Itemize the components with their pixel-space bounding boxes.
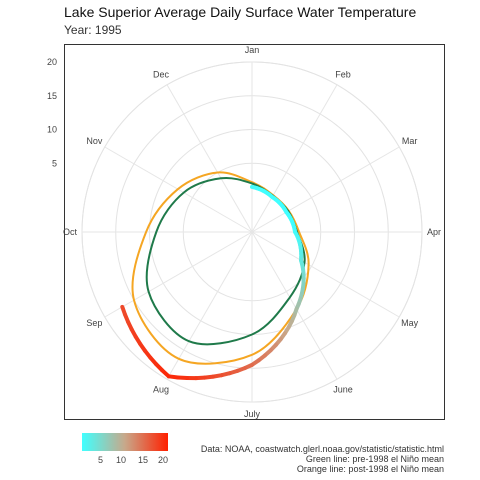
month-label-oct: Oct <box>63 227 78 237</box>
legend-tick-15: 15 <box>138 455 149 465</box>
month-label-july: July <box>244 409 261 419</box>
radial-tick-20: 20 <box>47 57 57 67</box>
month-label-sep: Sep <box>86 318 102 328</box>
temp-1995-segment <box>120 304 127 317</box>
month-label-jan: Jan <box>245 45 260 55</box>
chart-title: Lake Superior Average Daily Surface Wate… <box>64 4 417 20</box>
grid-spoke-mar <box>251 146 400 233</box>
legend-tick-5: 5 <box>98 455 104 465</box>
caption: Data: NOAA, coastwatch.glerl.noaa.gov/st… <box>201 444 444 474</box>
grid-spoke-june <box>251 231 338 380</box>
grid-spoke-feb <box>251 84 338 233</box>
legend-tick-10: 10 <box>116 455 127 465</box>
month-label-dec: Dec <box>153 69 170 79</box>
pre-1998-mean-line <box>145 176 306 346</box>
caption-orange: Orange line: post-1998 el Niño mean <box>296 464 444 474</box>
radial-tick-5: 5 <box>52 158 57 168</box>
legend-tick-20: 20 <box>158 455 169 465</box>
plot-panel <box>64 44 445 420</box>
grid-spoke-aug <box>166 231 253 380</box>
caption-source: Data: NOAA, coastwatch.glerl.noaa.gov/st… <box>200 444 444 454</box>
month-label-apr: Apr <box>427 227 441 237</box>
month-label-nov: Nov <box>86 136 103 146</box>
chart-subtitle: Year: 1995 <box>64 23 122 37</box>
month-label-may: May <box>401 318 419 328</box>
grid-spoke-dec <box>166 84 253 233</box>
color-legend-bar <box>82 433 168 451</box>
month-label-june: June <box>333 385 353 395</box>
grid-spoke-may <box>251 231 400 318</box>
color-legend-ticks: 5 10 15 20 <box>82 455 182 467</box>
month-label-mar: Mar <box>402 136 418 146</box>
radial-tick-15: 15 <box>47 91 57 101</box>
month-label-feb: Feb <box>335 69 351 79</box>
month-label-aug: Aug <box>153 385 169 395</box>
caption-green: Green line: pre-1998 el Niño mean <box>305 454 444 464</box>
grid-spoke-sep <box>104 231 253 318</box>
radial-tick-10: 10 <box>47 125 57 135</box>
